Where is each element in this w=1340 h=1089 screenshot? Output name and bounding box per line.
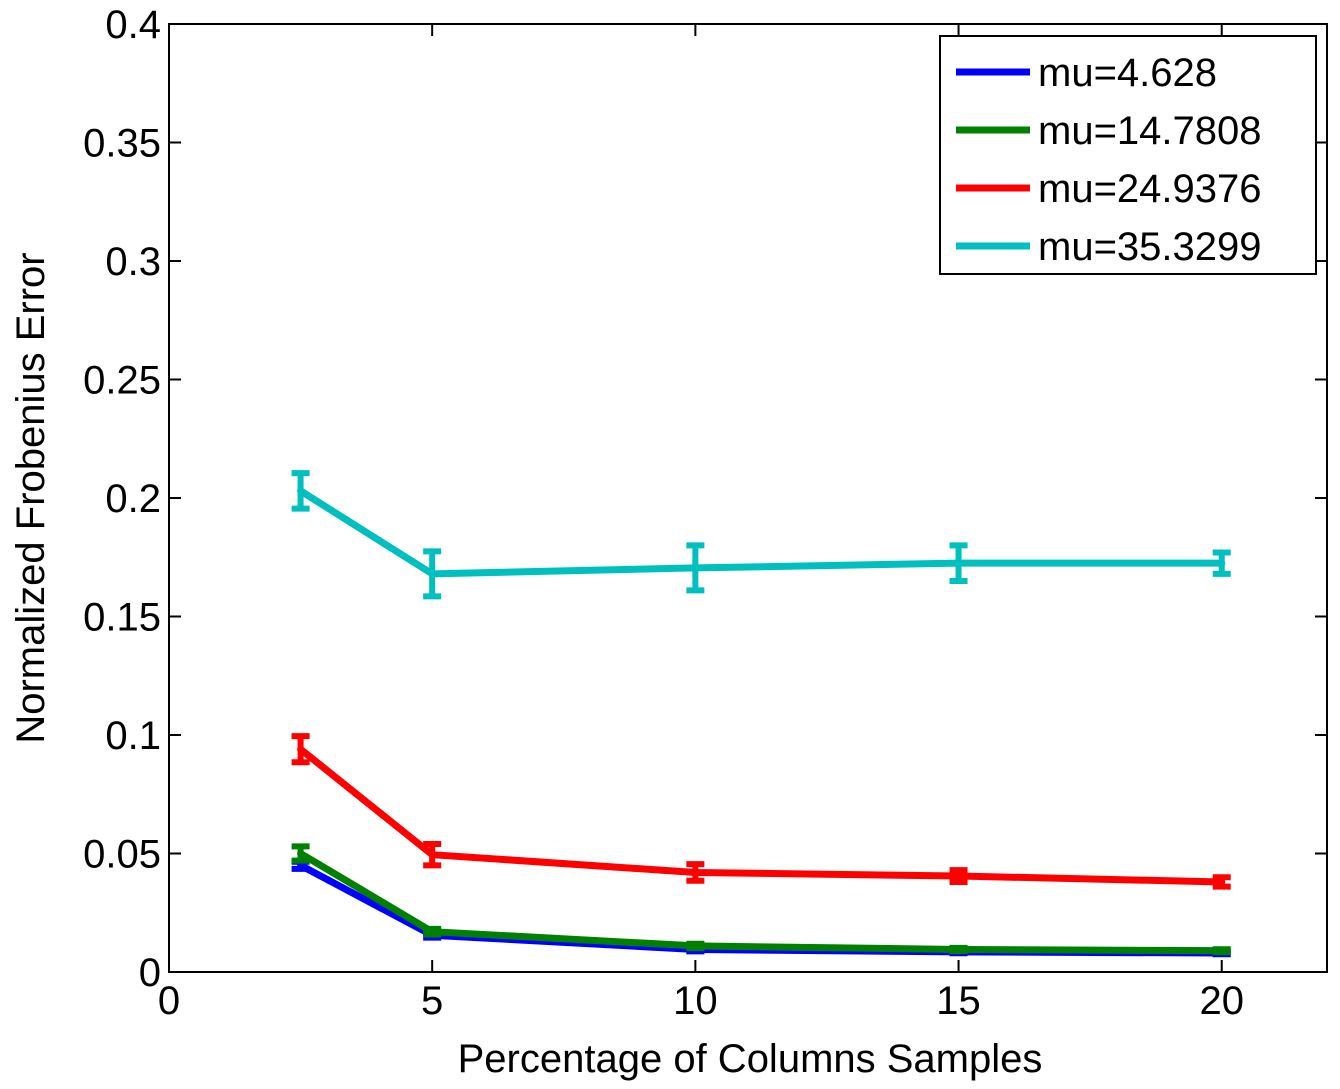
y-tick-label: 0.2 xyxy=(105,477,161,521)
legend: mu=4.628 mu=14.7808 mu=24.9376 mu=35.3299 xyxy=(939,35,1317,275)
legend-label: mu=35.3299 xyxy=(1038,225,1262,269)
y-tick-label: 0.1 xyxy=(105,714,161,758)
y-tick-label: 0.25 xyxy=(83,359,161,403)
y-tick-label: 0.4 xyxy=(105,3,161,47)
legend-label: mu=14.7808 xyxy=(1038,109,1262,153)
legend-label: mu=24.9376 xyxy=(1038,167,1262,211)
y-tick-label: 0.05 xyxy=(83,833,161,877)
y-tick-label: 0.3 xyxy=(105,240,161,284)
legend-label: mu=4.628 xyxy=(1038,51,1217,95)
y-tick-label: 0 xyxy=(139,951,161,995)
series-3 xyxy=(291,733,1231,890)
x-tick-label: 5 xyxy=(421,979,443,1023)
x-tick-label: 10 xyxy=(673,979,718,1023)
series-layer xyxy=(291,470,1231,958)
y-axis: 0 0.05 0.1 0.15 0.2 0.25 0.3 0.35 0.4 xyxy=(83,3,1327,995)
y-tick-label: 0.35 xyxy=(83,122,161,166)
legend-box xyxy=(939,35,1317,275)
series-4 xyxy=(291,470,1231,600)
series-2 xyxy=(291,843,1231,956)
y-tick-label: 0.15 xyxy=(83,596,161,640)
y-axis-label: Normalized Frobenius Error xyxy=(9,252,53,743)
x-axis: 0 5 10 15 20 xyxy=(158,24,1244,1023)
x-tick-label: 15 xyxy=(936,979,981,1023)
x-tick-label: 20 xyxy=(1199,979,1244,1023)
x-axis-label: Percentage of Columns Samples xyxy=(458,1037,1043,1081)
x-tick-label: 0 xyxy=(158,979,180,1023)
